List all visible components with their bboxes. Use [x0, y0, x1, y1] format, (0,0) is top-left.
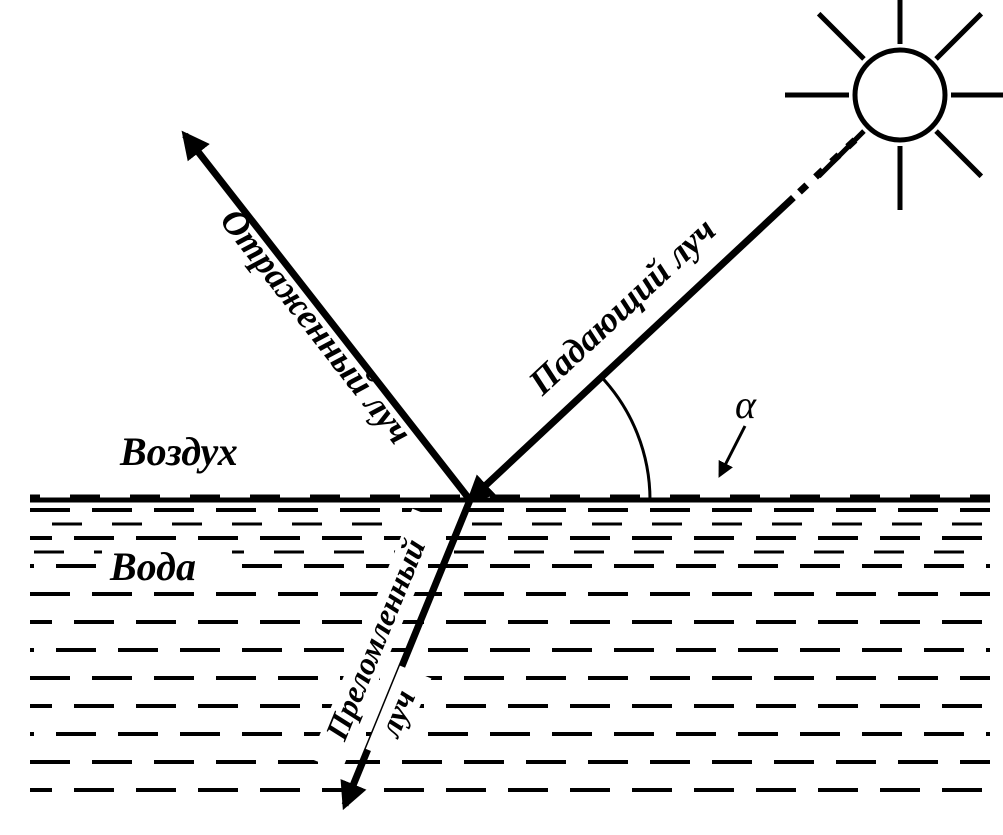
angle-pointer [720, 426, 745, 475]
air-label: Воздух [119, 429, 238, 474]
incident-ray-label: Падающий луч [520, 209, 723, 403]
angle-label: α [735, 382, 757, 427]
incident-ray [470, 198, 793, 500]
angle-arc [601, 377, 650, 500]
reflected-ray-label: Отраженный луч [212, 201, 420, 452]
water-hatching [30, 496, 990, 790]
water-label: Вода [109, 544, 196, 589]
